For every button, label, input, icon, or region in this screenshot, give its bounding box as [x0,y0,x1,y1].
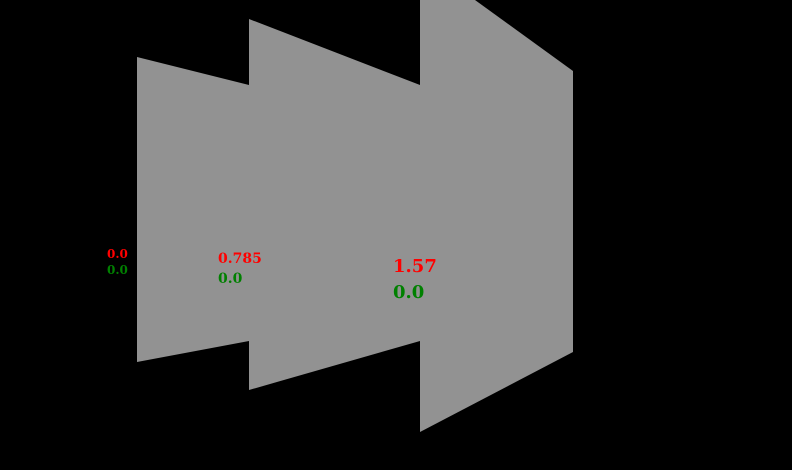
panel-3-shape [420,0,573,432]
panel-2-shape [249,19,420,390]
panel-3-green-value: 0.0 [393,282,424,303]
panel-2-red-value: 0.785 [218,251,262,267]
panel-1-shape [137,57,249,362]
panel-1-green-value: 0.0 [107,263,128,277]
panel-3-red-value: 1.57 [393,256,437,277]
panel-2-green-value: 0.0 [218,271,243,287]
panel-1-red-value: 0.0 [107,247,128,261]
